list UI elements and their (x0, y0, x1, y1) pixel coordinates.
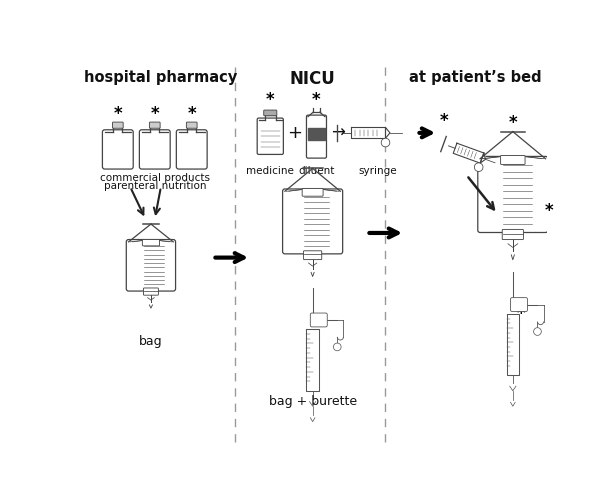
Text: bag: bag (139, 335, 163, 348)
Circle shape (534, 328, 541, 335)
FancyBboxPatch shape (264, 110, 277, 116)
Polygon shape (507, 314, 519, 375)
Text: *: * (545, 203, 553, 220)
FancyBboxPatch shape (282, 189, 343, 254)
Polygon shape (306, 329, 319, 391)
FancyBboxPatch shape (139, 130, 170, 169)
Text: NICU: NICU (290, 70, 336, 88)
FancyBboxPatch shape (126, 239, 176, 291)
Text: at patient’s bed: at patient’s bed (409, 70, 541, 85)
Circle shape (381, 138, 390, 147)
FancyBboxPatch shape (502, 229, 523, 239)
FancyBboxPatch shape (142, 239, 159, 246)
Polygon shape (480, 153, 486, 163)
Text: bag + burette: bag + burette (268, 395, 357, 408)
Bar (308, 128, 325, 140)
FancyBboxPatch shape (306, 115, 326, 158)
Text: →: → (331, 124, 345, 142)
FancyBboxPatch shape (143, 288, 159, 295)
Text: parenteral nutrition: parenteral nutrition (104, 180, 206, 191)
FancyBboxPatch shape (304, 251, 321, 260)
FancyBboxPatch shape (149, 122, 160, 128)
Text: *: * (312, 91, 321, 109)
Text: *: * (113, 105, 122, 122)
FancyBboxPatch shape (511, 298, 528, 311)
FancyBboxPatch shape (501, 156, 525, 164)
Circle shape (475, 163, 483, 171)
FancyBboxPatch shape (257, 118, 284, 154)
FancyBboxPatch shape (310, 313, 327, 327)
Text: hospital pharmacy: hospital pharmacy (84, 70, 237, 85)
FancyBboxPatch shape (187, 122, 197, 128)
Polygon shape (351, 128, 386, 138)
Polygon shape (453, 143, 484, 163)
FancyBboxPatch shape (112, 122, 123, 128)
FancyBboxPatch shape (102, 130, 133, 169)
Circle shape (334, 343, 341, 351)
Text: *: * (266, 91, 274, 109)
FancyBboxPatch shape (478, 156, 548, 232)
Polygon shape (386, 128, 390, 138)
Text: *: * (516, 305, 525, 323)
Text: commercial products: commercial products (100, 173, 210, 183)
Text: *: * (187, 105, 196, 122)
FancyBboxPatch shape (302, 188, 323, 196)
Text: *: * (151, 105, 159, 122)
Text: diluent: diluent (298, 166, 335, 176)
FancyBboxPatch shape (176, 130, 207, 169)
Text: +: + (287, 124, 303, 142)
Text: *: * (439, 112, 448, 131)
Text: medicine: medicine (246, 166, 294, 176)
Text: syringe: syringe (359, 166, 397, 176)
Text: *: * (509, 114, 517, 132)
